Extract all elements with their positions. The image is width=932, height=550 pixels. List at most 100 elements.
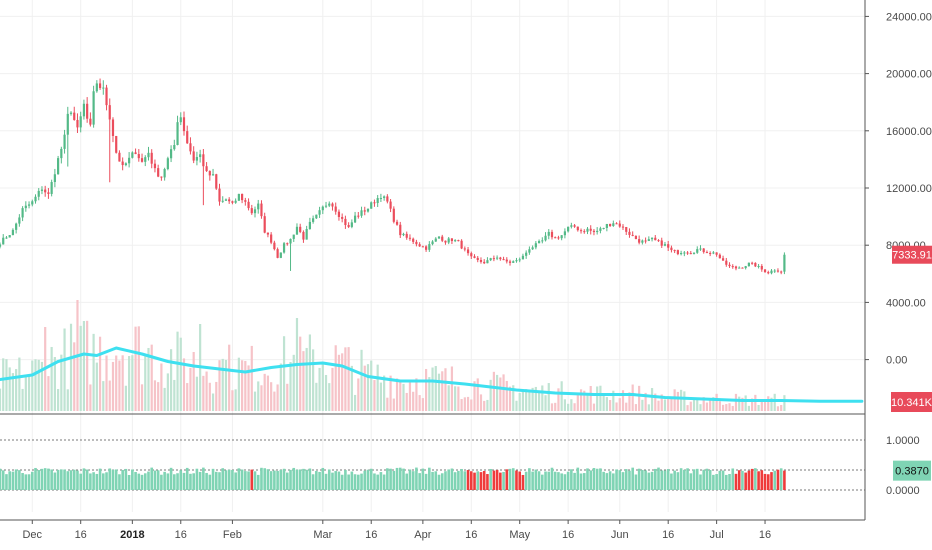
oscillator-bar: [460, 468, 463, 490]
volume-bar: [360, 349, 363, 411]
volume-ma-line: [0, 346, 864, 403]
candle-body: [676, 250, 679, 255]
volume-bar: [473, 381, 476, 411]
candle-body: [534, 243, 537, 248]
oscillator-bar: [72, 469, 76, 490]
candle-body: [260, 203, 263, 217]
volume-bar: [634, 404, 638, 411]
oscillator-bar: [66, 471, 70, 490]
price-tick-label: 0.00: [886, 355, 907, 367]
volume-bar: [592, 403, 596, 411]
volume-bar: [247, 365, 250, 411]
oscillator-bar: [176, 473, 179, 490]
candle-body: [399, 224, 402, 236]
volume-bar: [244, 360, 247, 411]
volume-bar: [734, 393, 738, 411]
candle-body: [66, 113, 69, 135]
candle-body: [344, 218, 347, 226]
volume-bar: [654, 393, 657, 411]
candle-body: [92, 91, 95, 125]
oscillator-bar: [334, 471, 338, 490]
volume-bar: [583, 390, 586, 411]
oscillator-bar: [541, 474, 544, 490]
volume-bar: [767, 396, 770, 411]
candle-body: [434, 238, 437, 242]
oscillator-bar: [737, 470, 741, 490]
candle-body: [628, 231, 631, 235]
oscillator-bar: [266, 469, 270, 490]
oscillator-bar: [18, 470, 21, 490]
oscillator-bar: [350, 471, 354, 490]
oscillator-bar: [760, 470, 764, 490]
oscillator-bar: [560, 473, 563, 490]
oscillator-bar: [411, 471, 415, 490]
candle-body: [421, 246, 424, 248]
volume-bar: [673, 389, 676, 411]
candle-body: [295, 226, 299, 235]
volume-bar: [715, 393, 718, 411]
oscillator-bar: [137, 473, 141, 490]
oscillator-bar: [237, 468, 241, 490]
time-tick-label: 16: [562, 529, 574, 541]
candle-body: [253, 209, 257, 214]
oscillator-bar: [357, 474, 360, 490]
volume-bar: [215, 381, 218, 411]
oscillator-bar: [340, 474, 344, 490]
volume-bar: [205, 371, 208, 411]
oscillator-bar: [289, 469, 292, 490]
candle-body: [302, 231, 305, 240]
oscillator-bar: [82, 468, 86, 490]
oscillator-bar: [124, 468, 128, 490]
volume-bar: [241, 360, 244, 411]
candle-body: [550, 231, 554, 238]
candle-body: [525, 252, 528, 256]
volume-bar: [692, 397, 696, 411]
volume-pane: [0, 300, 786, 411]
candle-body: [712, 252, 715, 254]
volume-bar: [483, 400, 486, 411]
oscillator-bar: [276, 470, 279, 490]
candle-body: [221, 200, 224, 202]
volume-bar: [160, 363, 163, 411]
volume-bar: [15, 369, 18, 411]
volume-bar: [131, 355, 134, 411]
candle-body: [331, 203, 334, 207]
candle-body: [205, 166, 208, 172]
oscillator-bar: [173, 474, 176, 490]
volume-bar: [34, 359, 37, 411]
candle-body: [179, 117, 182, 123]
volume-bar: [641, 399, 644, 411]
candle-body: [638, 239, 641, 243]
volume-bar: [315, 382, 318, 411]
volume-bar: [683, 391, 686, 411]
candle-body: [776, 270, 780, 272]
candle-body: [563, 231, 566, 236]
oscillator-bar: [482, 470, 486, 490]
volume-bar: [570, 399, 573, 411]
oscillator-bar: [402, 468, 405, 490]
oscillator-bar: [531, 471, 534, 490]
oscillator-bar: [30, 471, 34, 490]
candle-body: [208, 171, 211, 176]
oscillator-bar: [386, 468, 389, 490]
candle-body: [102, 87, 105, 89]
candle-body: [228, 199, 231, 202]
oscillator-bar: [263, 468, 266, 490]
volume-bar: [328, 383, 331, 411]
candle-body: [347, 225, 350, 227]
candle-body: [15, 223, 18, 230]
oscillator-bar: [524, 471, 528, 490]
oscillator-bar: [198, 471, 202, 490]
volume-bar: [696, 397, 699, 411]
candle-body: [751, 262, 754, 264]
oscillator-bar: [692, 469, 696, 490]
oscillator-bar: [718, 470, 722, 490]
volume-bar: [370, 360, 373, 411]
axes: [0, 0, 866, 521]
candle-body: [176, 122, 179, 145]
volume-bar: [718, 401, 721, 411]
oscillator-bar: [56, 469, 60, 490]
candle-body: [173, 144, 176, 150]
volume-bar: [102, 381, 105, 411]
volume-value-tag: [891, 392, 932, 412]
